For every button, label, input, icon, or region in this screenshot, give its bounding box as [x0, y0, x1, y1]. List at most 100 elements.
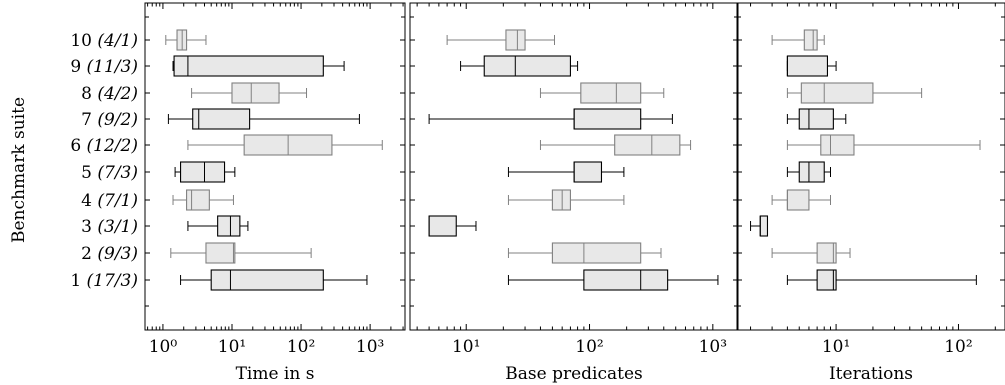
row-id: 2 — [81, 244, 97, 264]
box-row-6 — [187, 134, 383, 156]
box-row-4 — [172, 189, 234, 211]
box-iqr — [614, 134, 681, 156]
panel-1: 10⁰ 10¹ 10² 10³ Time in s — [144, 2, 406, 384]
box-iqr — [798, 108, 834, 130]
box-iqr — [210, 269, 324, 291]
x-tick-label: 10¹ — [822, 337, 850, 357]
row-note: (9/2) — [97, 110, 138, 130]
box-row-2 — [507, 242, 662, 264]
row-id: 8 — [81, 84, 97, 104]
panel-frame — [409, 2, 739, 331]
box-row-5 — [507, 161, 625, 183]
box-row-3 — [187, 215, 249, 237]
row-label: 5 (7/3) — [81, 163, 138, 183]
box-iqr — [192, 108, 251, 130]
row-label: 1 (17/3) — [70, 271, 138, 291]
row-label: 9 (11/3) — [70, 57, 138, 77]
box-row-8 — [539, 82, 665, 104]
box-row-1 — [507, 269, 719, 291]
x-tick-label: 10² — [944, 337, 972, 357]
row-id: 10 — [70, 31, 97, 51]
x-tick-label: 10³ — [699, 337, 727, 357]
box-row-9 — [172, 55, 345, 77]
x-tick-label: 10³ — [356, 337, 384, 357]
box-row-10 — [446, 29, 556, 51]
box-row-10 — [165, 29, 207, 51]
box-iqr — [786, 55, 829, 77]
x-tick-label: 10⁰ — [149, 337, 178, 357]
row-note: (4/1) — [97, 31, 138, 51]
panel-frame — [736, 2, 1005, 331]
box-row-3 — [750, 215, 769, 237]
row-note: (7/3) — [97, 163, 138, 183]
y-axis-label: Benchmark suite — [9, 97, 29, 243]
box-iqr — [180, 161, 226, 183]
row-note: (3/1) — [97, 217, 138, 237]
x-tick-label: 10¹ — [452, 337, 480, 357]
box-iqr — [217, 215, 241, 237]
row-labels: 1 (17/3)2 (9/3)3 (3/1)4 (7/1)5 (7/3)6 (1… — [70, 31, 138, 291]
box-iqr — [803, 29, 818, 51]
row-label: 7 (9/2) — [81, 110, 138, 130]
box-row-5 — [786, 161, 831, 183]
row-id: 4 — [81, 191, 97, 211]
row-note: (4/2) — [97, 84, 138, 104]
row-note: (11/3) — [87, 57, 138, 77]
box-row-4 — [507, 189, 625, 211]
box-iqr — [820, 134, 855, 156]
row-id: 6 — [70, 136, 86, 156]
box-iqr — [759, 215, 769, 237]
row-id: 7 — [81, 110, 97, 130]
box-iqr — [786, 189, 810, 211]
row-note: (17/3) — [87, 271, 138, 291]
row-id: 9 — [70, 57, 86, 77]
box-row-9 — [460, 55, 579, 77]
box-iqr — [583, 269, 669, 291]
box-row-1 — [786, 269, 977, 291]
box-iqr — [816, 242, 837, 264]
box-row-2 — [170, 242, 312, 264]
row-id: 1 — [70, 271, 86, 291]
box-iqr — [816, 269, 837, 291]
panels: 10⁰ 10¹ 10² 10³ Time in s 10¹ 10² 10³ Base predi… — [144, 2, 1005, 384]
box-iqr — [505, 29, 526, 51]
box-row-8 — [786, 82, 923, 104]
box-row-5 — [174, 161, 236, 183]
box-row-8 — [191, 82, 308, 104]
row-note: (12/2) — [87, 136, 138, 156]
x-axis-label: Base predicates — [505, 364, 642, 384]
row-label: 2 (9/3) — [81, 244, 138, 264]
box-row-1 — [180, 269, 368, 291]
panel-frame — [144, 2, 406, 331]
x-tick-label: 10² — [287, 337, 315, 357]
box-row-6 — [786, 134, 981, 156]
box-iqr — [428, 215, 457, 237]
panel-3: 10¹ 10² Iterations — [736, 2, 1005, 384]
box-iqr — [573, 108, 642, 130]
x-axis-label: Time in s — [236, 364, 315, 384]
box-iqr — [800, 82, 874, 104]
box-iqr — [580, 82, 642, 104]
box-row-6 — [539, 134, 692, 156]
box-iqr — [551, 242, 642, 264]
x-tick-label: 10² — [575, 337, 603, 357]
box-iqr — [573, 161, 603, 183]
row-label: 3 (3/1) — [81, 217, 138, 237]
box-row-4 — [771, 189, 831, 211]
row-label: 4 (7/1) — [81, 191, 138, 211]
box-iqr — [798, 161, 825, 183]
x-tick-label: 10¹ — [218, 337, 246, 357]
row-id: 3 — [81, 217, 97, 237]
row-note: (9/3) — [97, 244, 138, 264]
box-row-7 — [428, 108, 673, 130]
box-row-2 — [771, 242, 851, 264]
box-iqr — [483, 55, 571, 77]
x-axis-label: Iterations — [829, 364, 913, 384]
box-iqr — [186, 189, 210, 211]
row-label: 10 (4/1) — [70, 31, 138, 51]
row-label: 6 (12/2) — [70, 136, 138, 156]
box-row-10 — [771, 29, 825, 51]
row-note: (7/1) — [97, 191, 138, 211]
box-iqr — [205, 242, 236, 264]
box-row-3 — [428, 215, 477, 237]
